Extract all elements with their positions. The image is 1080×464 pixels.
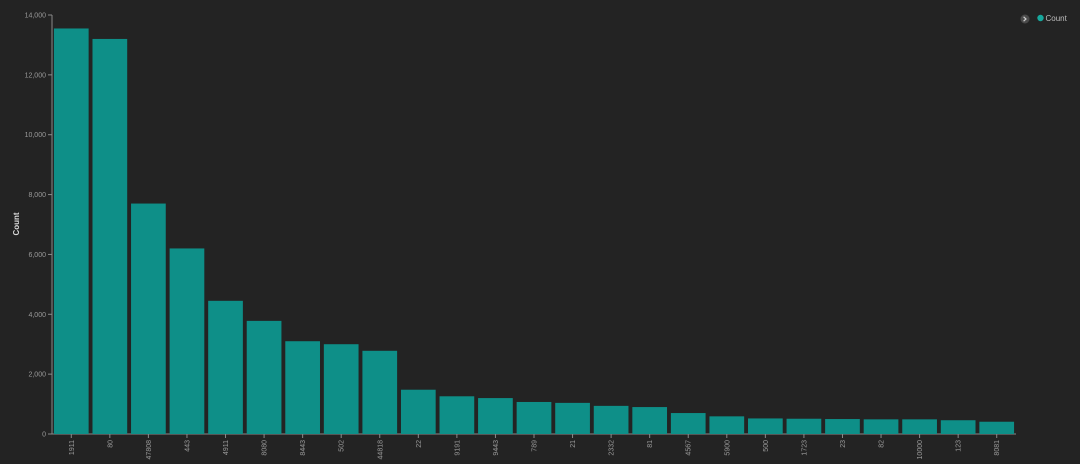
legend[interactable]: Count: [1020, 14, 1068, 24]
bar-4567[interactable]: [670, 413, 706, 434]
bar-8443[interactable]: [285, 341, 320, 434]
x-tick-label: 9443: [493, 440, 500, 456]
x-tick-label: 500: [763, 440, 770, 452]
x-tick-label: 23: [840, 440, 847, 448]
bar-502[interactable]: [323, 344, 359, 434]
bar-82[interactable]: [863, 419, 899, 434]
bar-443[interactable]: [169, 248, 205, 434]
y-axis-title: Count: [12, 212, 21, 235]
y-tick-label: 14,000: [25, 13, 47, 20]
legend-label[interactable]: Count: [1046, 14, 1068, 23]
x-tick-label: 80: [107, 440, 114, 448]
bar-22[interactable]: [400, 389, 436, 434]
bar-21[interactable]: [555, 402, 590, 434]
bar-4911[interactable]: [208, 300, 243, 434]
bars-group: [53, 28, 1015, 434]
x-tick-label: 8080: [262, 440, 269, 456]
legend-toggle-icon[interactable]: [1020, 14, 1030, 24]
x-tick-label: 81: [647, 440, 654, 448]
x-tick-label: 1911: [69, 440, 76, 455]
y-tick-label: 12,000: [25, 72, 47, 79]
x-tick-label: 8081: [994, 440, 1001, 456]
y-tick-label: 10,000: [25, 132, 47, 139]
x-tick-label: 5900: [724, 440, 731, 456]
bar-44818[interactable]: [362, 350, 398, 434]
bar-10000[interactable]: [902, 419, 937, 434]
bar-9191[interactable]: [439, 396, 475, 434]
y-axis: 0 2,000 4,000 6,000 8,000 10,000 12,000 14,000: [25, 13, 53, 439]
y-tick-label: 2,000: [28, 372, 46, 379]
bar-123[interactable]: [940, 420, 976, 434]
y-tick-label: 8,000: [28, 192, 46, 199]
bar-8080[interactable]: [246, 320, 282, 434]
x-tick-label: 10000: [917, 440, 924, 460]
x-tick-label: 443: [184, 440, 191, 452]
x-tick-label: 123: [956, 440, 963, 452]
x-tick-label: 1723: [801, 440, 808, 456]
bar-80[interactable]: [92, 38, 128, 434]
x-tick-label: 4567: [686, 440, 693, 456]
x-tick-label: 9191: [454, 440, 461, 456]
legend-color-dot: [1037, 14, 1044, 22]
bar-1723[interactable]: [786, 418, 822, 434]
bar-789[interactable]: [516, 401, 552, 434]
bar-500[interactable]: [748, 418, 783, 434]
x-tick-label: 21: [570, 440, 577, 448]
bar-1911[interactable]: [53, 28, 89, 434]
x-tick-label: 2332: [609, 440, 616, 456]
x-tick-label: 8443: [300, 440, 307, 456]
bar-8081[interactable]: [979, 421, 1015, 434]
x-tick-label: 4911: [223, 440, 230, 455]
y-tick-label: 4,000: [28, 312, 46, 319]
bar-5900[interactable]: [709, 416, 745, 434]
bar-9443[interactable]: [478, 398, 513, 434]
x-tick-label: 44818: [377, 440, 384, 460]
bar-81[interactable]: [632, 407, 668, 434]
bar-23[interactable]: [825, 419, 860, 434]
x-tick-label: 82: [879, 440, 886, 448]
y-tick-label: 6,000: [28, 252, 46, 259]
x-axis: 1911 80 47808 443 4911 8080 8443 502 44818 22 9191…: [52, 433, 1016, 460]
bar-47808[interactable]: [131, 203, 166, 434]
x-tick-label: 47808: [146, 440, 153, 460]
x-tick-label: 502: [339, 440, 346, 452]
x-tick-label: 22: [416, 440, 423, 448]
x-tick-label: 789: [532, 440, 539, 452]
y-tick-label: 0: [42, 432, 46, 439]
bar-2332[interactable]: [593, 405, 629, 434]
